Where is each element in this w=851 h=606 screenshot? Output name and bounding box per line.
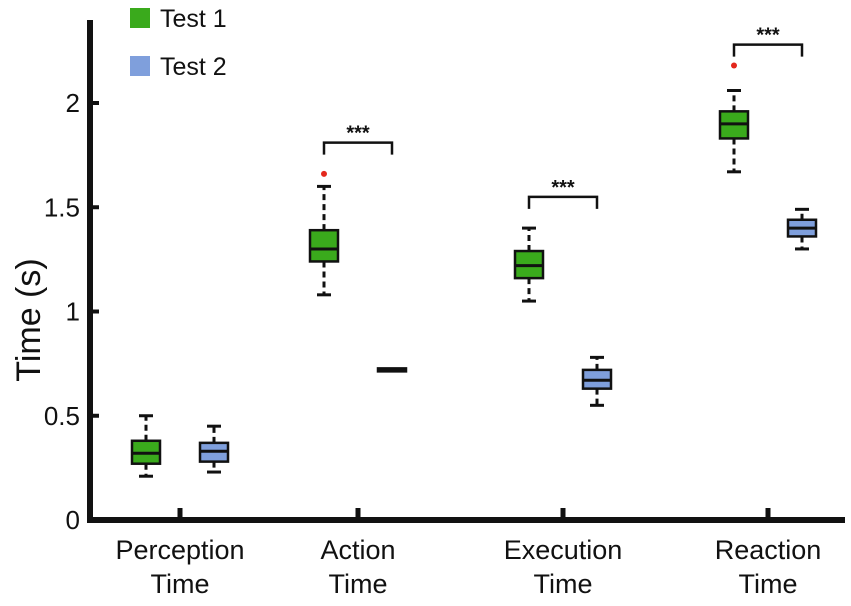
x-category-label-line2: Time <box>151 569 210 599</box>
x-category-label-line1: Reaction <box>715 535 822 565</box>
x-category-label-line1: Action <box>320 535 395 565</box>
box-2-1 <box>376 367 408 373</box>
x-ticks: Perception Time Action Time Execution Time Rea… <box>115 508 821 599</box>
box-iqr <box>308 228 340 263</box>
significance-bracket <box>732 43 804 57</box>
significance-brackets: *** *** *** <box>322 25 804 209</box>
y-tick-label: 1 <box>66 297 80 327</box>
legend-label: Test 2 <box>160 53 227 81</box>
x-category-label-line1: Execution <box>504 535 623 565</box>
x-category-label-line2: Time <box>329 569 388 599</box>
outlier-point <box>321 170 327 177</box>
box-1-1 <box>308 170 340 297</box>
y-axis-title: Time (s) <box>10 258 48 381</box>
legend-swatch <box>130 56 150 76</box>
y-ticks: 0 0.5 1 1.5 2 <box>44 88 99 535</box>
x-category-label-line1: Perception <box>115 535 244 565</box>
x-category-label-line2: Time <box>534 569 593 599</box>
box-2-2 <box>581 355 613 407</box>
box-1-0 <box>130 414 162 478</box>
legend: Test 1 Test 2 <box>130 5 227 81</box>
legend-label: Test 1 <box>160 5 227 33</box>
box-1-3 <box>718 62 750 174</box>
significance-bracket <box>527 195 599 209</box>
box-2-3 <box>786 207 818 251</box>
x-category-label-line2: Time <box>739 569 798 599</box>
boxes <box>130 62 818 478</box>
y-tick-label: 0.5 <box>44 401 80 431</box>
significance-bracket <box>322 141 394 155</box>
significance-label: *** <box>756 25 780 47</box>
y-tick-label: 1.5 <box>44 192 80 222</box>
y-tick-label: 0 <box>66 505 80 535</box>
outlier-point <box>731 62 737 69</box>
significance-label: *** <box>346 123 370 145</box>
box-2-0 <box>198 424 230 474</box>
significance-label: *** <box>551 177 575 199</box>
y-tick-label: 2 <box>66 88 80 118</box>
legend-swatch <box>130 8 150 28</box>
box-1-2 <box>513 226 545 303</box>
